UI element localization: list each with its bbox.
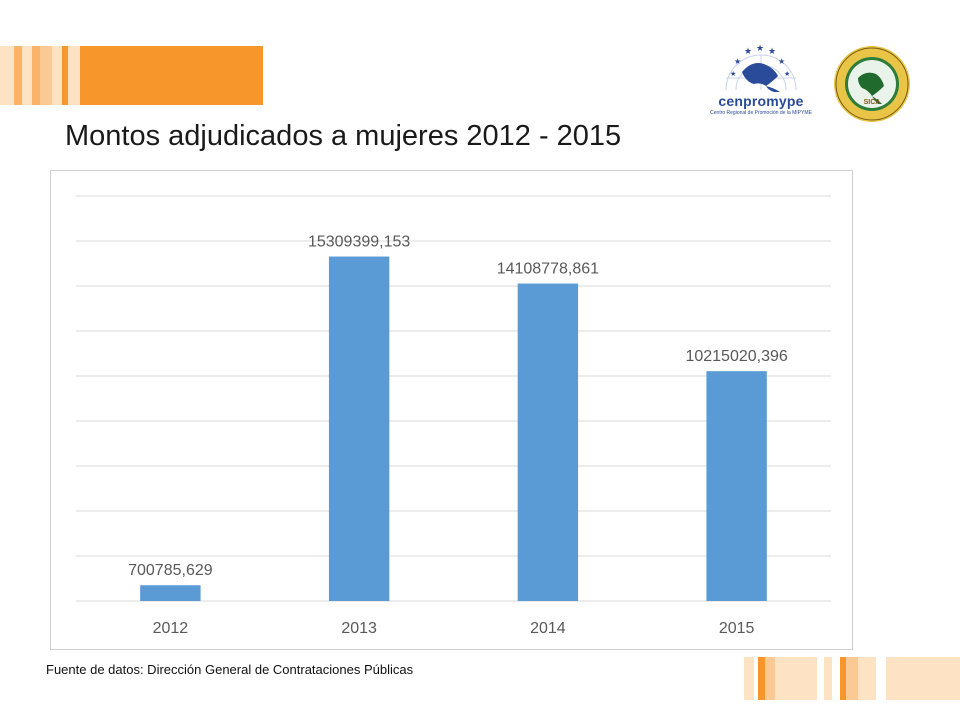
sica-seal-icon: SICA — [834, 46, 910, 122]
data-label-2015: 10215020,396 — [685, 348, 787, 365]
chart-bars — [140, 256, 767, 601]
data-source-note: Fuente de datos: Dirección General de Co… — [46, 662, 414, 677]
data-label-2013: 15309399,153 — [308, 234, 410, 251]
chart-gridlines — [76, 195, 831, 602]
svg-text:★: ★ — [784, 70, 790, 78]
bar-2013 — [328, 256, 390, 601]
cenpromype-globe-icon: ★ ★ ★ ★ ★ ★ ★ — [725, 43, 797, 92]
x-tick-2015: 2015 — [719, 620, 755, 637]
svg-text:★: ★ — [730, 70, 736, 78]
chart-x-tick-labels: 2012 2013 2014 2015 — [153, 620, 755, 637]
bottom-accent-stripes — [744, 657, 960, 700]
x-tick-2013: 2013 — [341, 620, 377, 637]
svg-text:★: ★ — [778, 57, 785, 66]
svg-text:★: ★ — [768, 46, 776, 56]
bar-chart: 700785,629 15309399,153 14108778,861 102150… — [76, 195, 831, 637]
sica-seal-label: SICA — [864, 99, 881, 106]
bar-2012 — [140, 585, 201, 601]
cenpromype-brand-text: cenpromype — [718, 93, 804, 109]
data-label-2012: 700785,629 — [128, 562, 213, 579]
cenpromype-tagline: Centro Regional de Promoción de la MIPYM… — [710, 110, 812, 116]
top-accent-stripes — [0, 46, 263, 105]
x-tick-2014: 2014 — [530, 620, 566, 637]
svg-text:★: ★ — [734, 57, 741, 66]
data-label-2014: 14108778,861 — [497, 261, 599, 278]
bar-2015 — [706, 371, 767, 601]
svg-text:★: ★ — [744, 46, 752, 56]
slide-title: Montos adjudicados a mujeres 2012 - 2015 — [65, 120, 622, 152]
svg-text:★: ★ — [756, 43, 764, 53]
chart-frame: 700785,629 15309399,153 14108778,861 102150… — [50, 170, 853, 650]
sica-seal-logo: SICA — [832, 44, 912, 124]
x-tick-2012: 2012 — [153, 620, 189, 637]
bar-2014 — [517, 283, 579, 601]
cenpromype-logo: ★ ★ ★ ★ ★ ★ ★ cenpromype Centro Regional… — [704, 42, 814, 122]
chart-data-labels: 700785,629 15309399,153 14108778,861 102150… — [128, 234, 788, 580]
